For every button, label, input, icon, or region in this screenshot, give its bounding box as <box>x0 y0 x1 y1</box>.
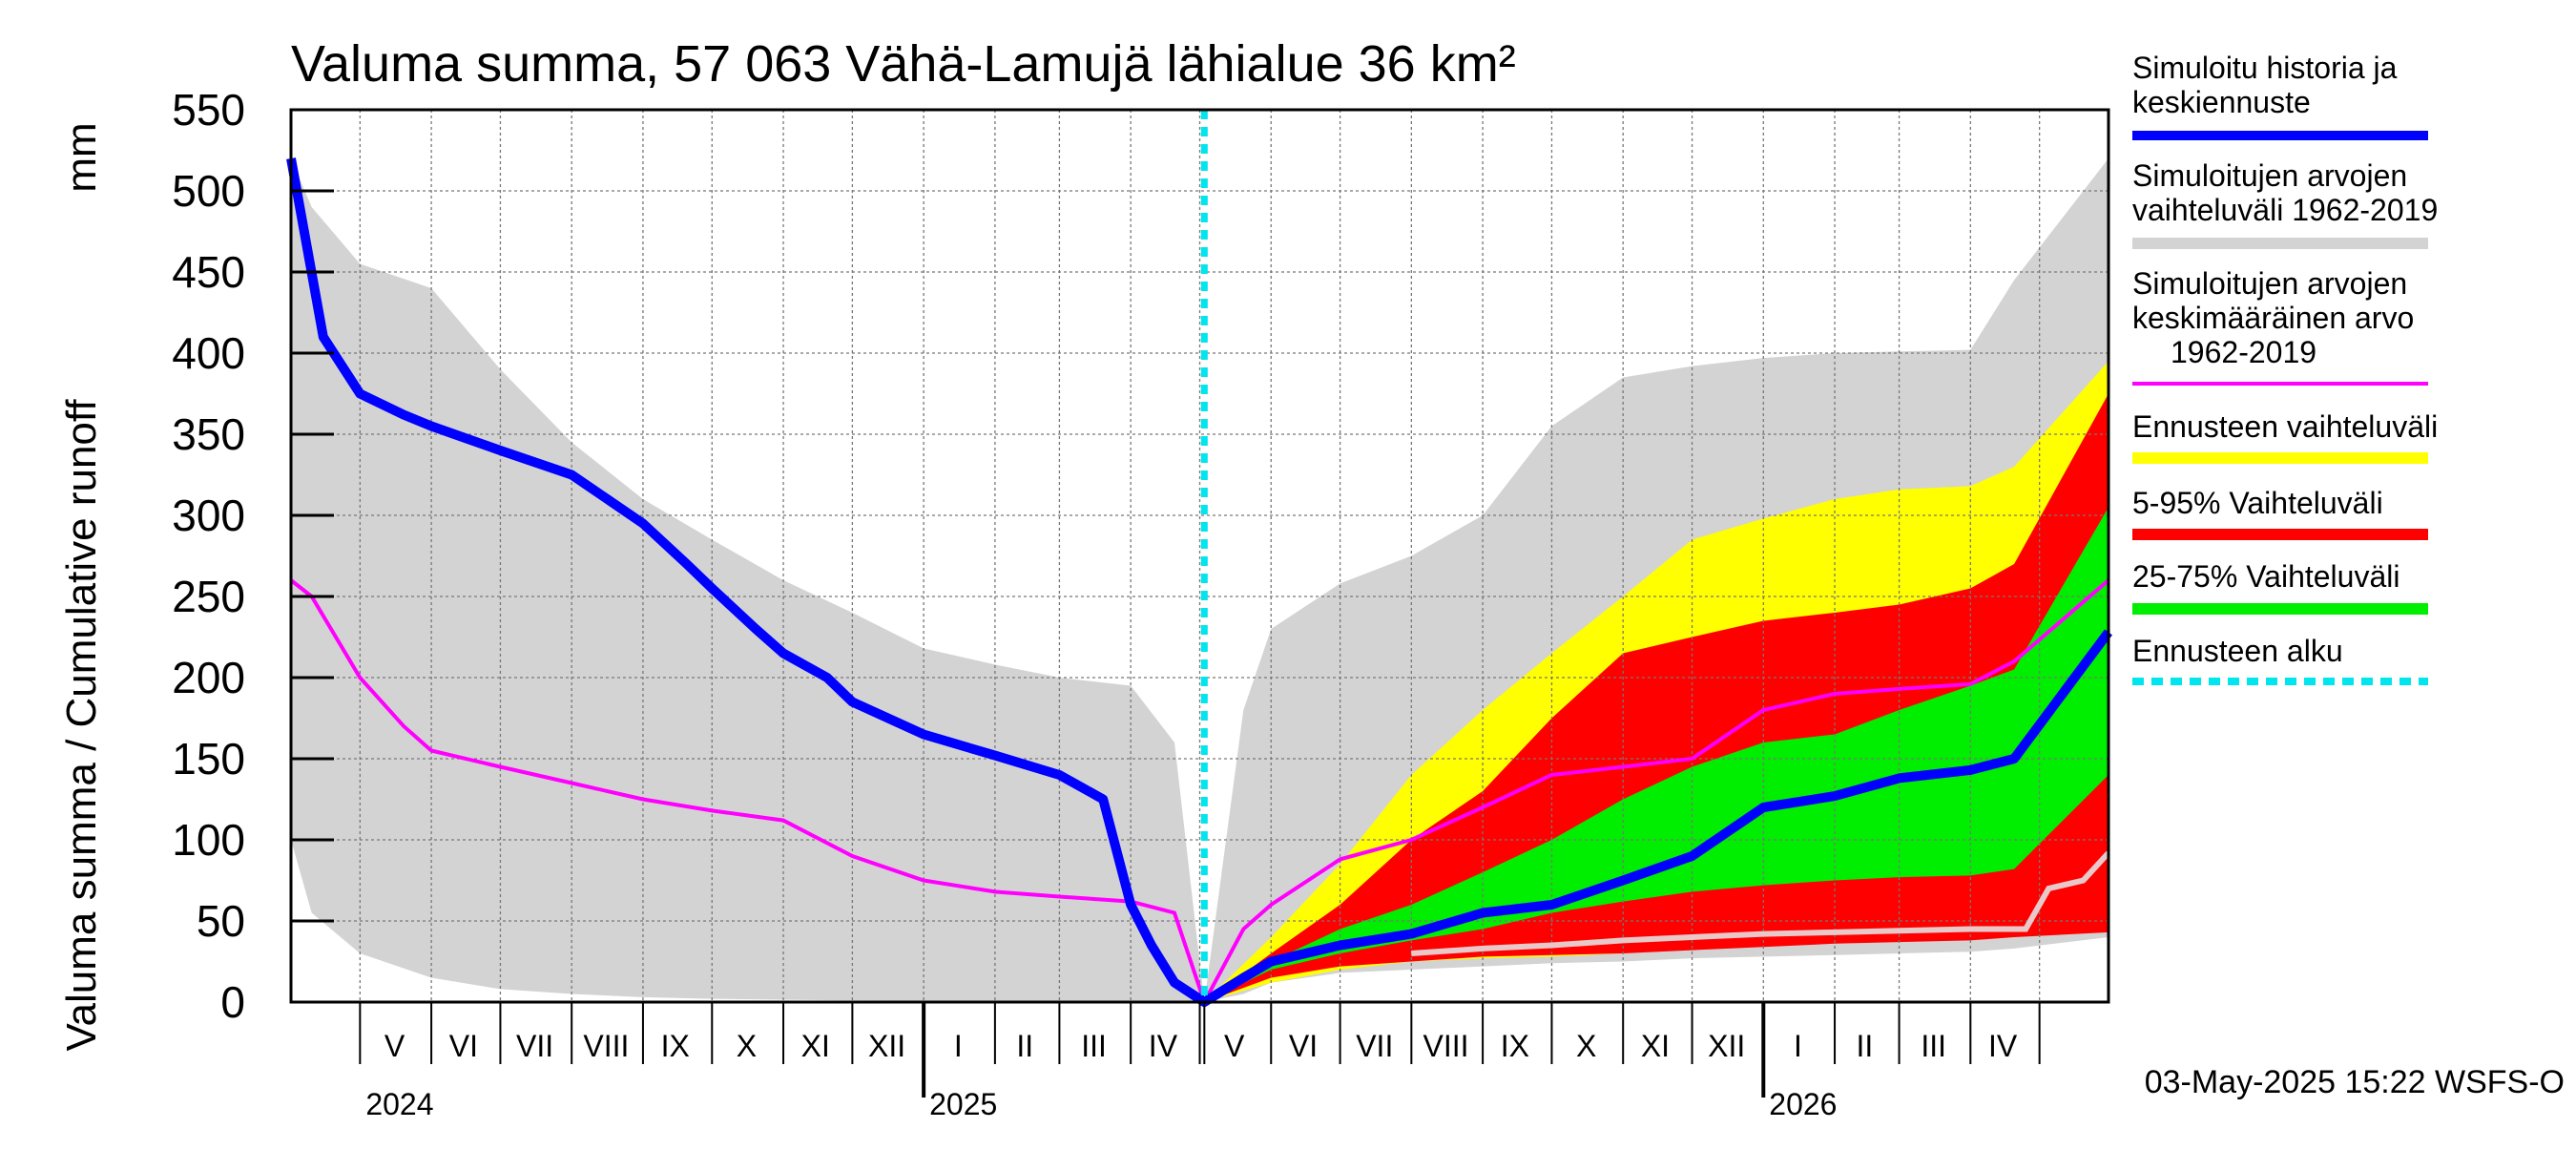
month-label: XII <box>1708 1029 1745 1063</box>
legend-label-line: 1962-2019 <box>2171 335 2316 369</box>
legend-label: Simuloitu historia ja keskiennuste <box>2132 51 2398 119</box>
legend-item: Simuloitujen arvojen vaihteluväli 1962-20… <box>2132 158 2438 249</box>
legend: Simuloitu historia ja keskiennusteSimuloi… <box>2132 51 2438 685</box>
month-label: II <box>1016 1029 1033 1063</box>
chart-title: Valuma summa, 57 063 Vähä-Lamujä lähialu… <box>291 35 1516 93</box>
light-line <box>1411 850 2111 956</box>
month-label: I <box>954 1029 963 1063</box>
month-label: V <box>384 1029 405 1063</box>
month-label: X <box>1576 1029 1596 1063</box>
month-label: VII <box>516 1029 553 1063</box>
month-label: IV <box>1988 1029 2018 1063</box>
y-tick-label: 500 <box>172 166 245 216</box>
month-label: XII <box>868 1029 905 1063</box>
month-label: VIII <box>1423 1029 1469 1063</box>
series-lines <box>286 110 2113 1008</box>
y-tick-label: 400 <box>172 328 245 378</box>
legend-label: 5-95% Vaihteluväli <box>2132 486 2383 520</box>
legend-label-line: vaihteluväli 1962-2019 <box>2132 193 2438 227</box>
month-label: VI <box>449 1029 478 1063</box>
legend-label-line: Simuloitujen arvojen <box>2132 158 2407 193</box>
month-label: IV <box>1149 1029 1178 1063</box>
y-tick-label: 50 <box>197 896 245 946</box>
y-tick-label: 100 <box>172 815 245 865</box>
legend-label: Simuloitujen arvojen vaihteluväli 1962-20… <box>2132 158 2438 227</box>
legend-label-line: Ennusteen alku <box>2132 634 2343 668</box>
y-tick-label: 300 <box>172 491 245 540</box>
month-label: II <box>1857 1029 1874 1063</box>
month-label: V <box>1224 1029 1245 1063</box>
legend-label-line: Simuloitu historia ja <box>2132 51 2398 85</box>
month-label: IX <box>1501 1029 1529 1063</box>
legend-item: Simuloitu historia ja keskiennuste <box>2132 51 2428 140</box>
month-label: XI <box>1641 1029 1670 1063</box>
y-tick-label: 0 <box>220 977 245 1027</box>
legend-item: Ennusteen alku <box>2132 634 2428 685</box>
year-label: 2025 <box>929 1087 997 1121</box>
y-tick-label: 550 <box>172 85 245 135</box>
legend-label: Ennusteen alku <box>2132 634 2343 668</box>
month-label: X <box>737 1029 757 1063</box>
hist-range-band <box>291 158 1205 1002</box>
legend-item: Simuloitujen arvojen keskimääräinen arvo 1… <box>2132 266 2428 386</box>
month-label: XI <box>801 1029 830 1063</box>
year-label: 2026 <box>1769 1087 1837 1121</box>
y-axis-label: Valuma summa / Cumulative runoff <box>58 399 105 1052</box>
legend-label: Ennusteen vaihteluväli <box>2132 409 2438 444</box>
median-forecast-line <box>286 157 2113 1007</box>
legend-item: 5-95% Vaihteluväli <box>2132 486 2428 540</box>
legend-item: 25-75% Vaihteluväli <box>2132 559 2428 615</box>
climatology-mean-line <box>289 578 2110 1008</box>
month-label: VIII <box>583 1029 629 1063</box>
y-tick-label: 450 <box>172 247 245 297</box>
timestamp: 03-May-2025 15:22 WSFS-O <box>2145 1064 2565 1100</box>
legend-item: Ennusteen vaihteluväli <box>2132 409 2438 464</box>
legend-label-line: keskimääräinen arvo <box>2132 301 2414 335</box>
month-label: I <box>1794 1029 1802 1063</box>
month-label: VI <box>1289 1029 1318 1063</box>
y-tick-label: 200 <box>172 653 245 702</box>
month-label: III <box>1921 1029 1946 1063</box>
legend-label: 25-75% Vaihteluväli <box>2132 559 2399 594</box>
legend-label-line: Ennusteen vaihteluväli <box>2132 409 2438 444</box>
y-tick-label: 150 <box>172 734 245 784</box>
legend-label: Simuloitujen arvojen keskimääräinen arvo 1… <box>2132 266 2414 369</box>
legend-label-line: 25-75% Vaihteluväli <box>2132 559 2399 594</box>
year-label: 2024 <box>365 1087 433 1121</box>
month-label: III <box>1081 1029 1107 1063</box>
month-label: VII <box>1356 1029 1393 1063</box>
legend-label-line: keskiennuste <box>2132 85 2311 119</box>
y-tick-label: 250 <box>172 572 245 621</box>
legend-label-line: 5-95% Vaihteluväli <box>2132 486 2383 520</box>
month-label: IX <box>661 1029 690 1063</box>
y-tick-label: 350 <box>172 409 245 459</box>
y-axis-unit: mm <box>58 122 105 192</box>
legend-label-line: Simuloitujen arvojen <box>2132 266 2407 301</box>
